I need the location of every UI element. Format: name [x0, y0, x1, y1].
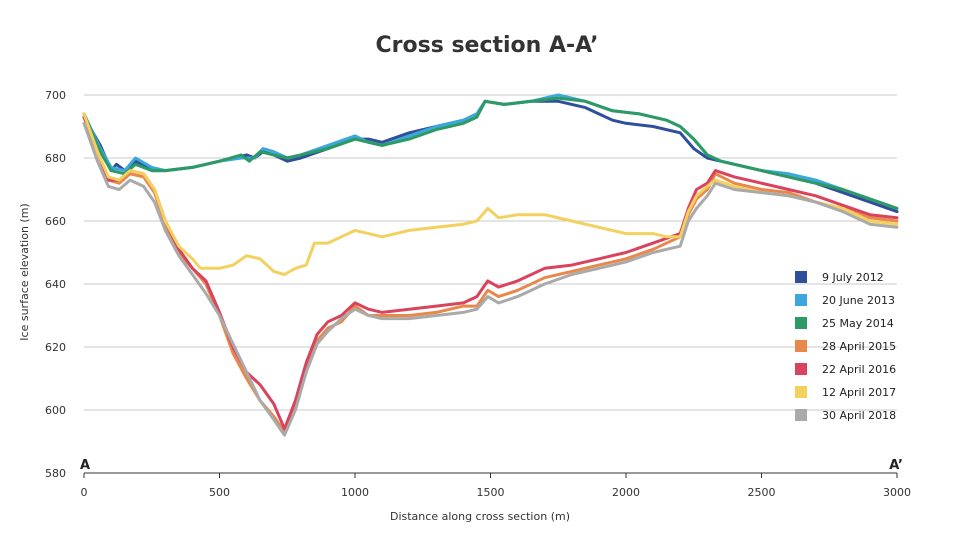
legend-label: 22 April 2016 — [822, 363, 896, 376]
x-axis-ticks: 0 500 1000 1500 2000 2500 3000 — [81, 473, 911, 499]
series-line-2 — [82, 96, 899, 210]
y-axis-label: Ice surface elevation (m) — [18, 203, 31, 340]
series-line-4 — [82, 115, 899, 431]
x-tick-label: 2000 — [612, 486, 640, 499]
x-tick-label: 1000 — [341, 486, 369, 499]
legend-swatch — [795, 363, 807, 375]
y-tick-label: 660 — [45, 215, 66, 228]
legend-swatch — [795, 409, 807, 421]
y-tick-label: 580 — [45, 467, 66, 480]
legend-swatch — [795, 294, 807, 306]
series-lines — [82, 93, 899, 437]
y-tick-label: 700 — [45, 89, 66, 102]
end-label-end: A’ — [889, 458, 903, 473]
series-line-5 — [82, 112, 899, 276]
y-tick-label: 680 — [45, 152, 66, 165]
legend-swatch — [795, 317, 807, 329]
legend-label: 9 July 2012 — [822, 271, 884, 284]
legend-label: 30 April 2018 — [822, 409, 896, 422]
end-label-start: A — [80, 458, 90, 473]
legend-swatch — [795, 340, 807, 352]
y-axis-ticks: 580 600 620 640 660 680 700 — [45, 89, 66, 480]
x-tick-label: 2500 — [748, 486, 776, 499]
x-axis-label: Distance along cross section (m) — [390, 510, 570, 523]
legend-label: 20 June 2013 — [822, 294, 895, 307]
legend-label: 12 April 2017 — [822, 386, 896, 399]
x-tick-label: 3000 — [883, 486, 911, 499]
legend-label: 25 May 2014 — [822, 317, 894, 330]
legend-label: 28 April 2015 — [822, 340, 896, 353]
x-tick-label: 0 — [81, 486, 88, 499]
series-line-6 — [82, 121, 899, 437]
y-tick-label: 640 — [45, 278, 66, 291]
y-tick-label: 600 — [45, 404, 66, 417]
x-tick-label: 1500 — [477, 486, 505, 499]
legend: 9 July 2012 20 June 2013 25 May 2014 28 Apr… — [795, 271, 896, 422]
chart-title: Cross section A-A’ — [375, 33, 598, 58]
grid — [84, 94, 897, 411]
x-tick-label: 500 — [209, 486, 230, 499]
legend-swatch — [795, 271, 807, 283]
y-tick-label: 620 — [45, 341, 66, 354]
series-line-3 — [82, 115, 899, 434]
legend-swatch — [795, 386, 807, 398]
